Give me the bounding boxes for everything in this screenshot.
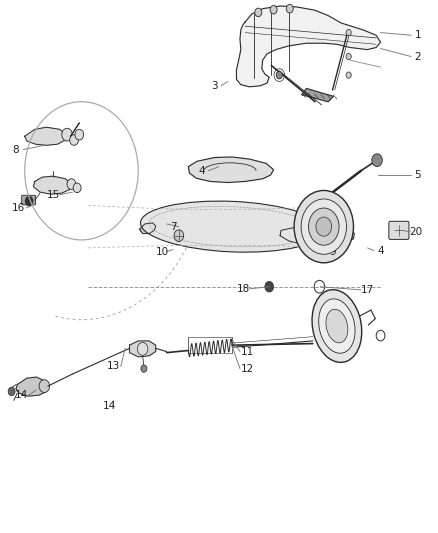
Text: 15: 15 <box>46 190 60 200</box>
Circle shape <box>25 196 33 206</box>
Polygon shape <box>16 377 48 396</box>
Circle shape <box>308 208 339 245</box>
Ellipse shape <box>319 299 355 353</box>
Text: 12: 12 <box>241 364 254 374</box>
Ellipse shape <box>312 289 362 362</box>
Circle shape <box>255 8 262 17</box>
Circle shape <box>73 183 81 192</box>
Text: 20: 20 <box>409 227 422 237</box>
Polygon shape <box>33 176 71 194</box>
Text: 2: 2 <box>414 52 421 61</box>
Text: 16: 16 <box>11 203 25 213</box>
FancyBboxPatch shape <box>389 221 409 239</box>
Text: 14: 14 <box>102 401 116 411</box>
Text: 18: 18 <box>237 284 250 294</box>
Circle shape <box>39 379 49 392</box>
Text: 9: 9 <box>329 247 336 256</box>
Circle shape <box>276 71 283 79</box>
Circle shape <box>62 128 72 141</box>
Polygon shape <box>140 223 155 233</box>
Text: 4: 4 <box>198 166 205 176</box>
Polygon shape <box>130 341 155 357</box>
Circle shape <box>75 130 84 140</box>
Circle shape <box>346 72 351 78</box>
Circle shape <box>8 387 15 395</box>
Circle shape <box>70 135 78 146</box>
Text: 11: 11 <box>241 346 254 357</box>
Text: 17: 17 <box>361 285 374 295</box>
Circle shape <box>301 199 346 254</box>
Polygon shape <box>188 157 274 182</box>
Text: 7: 7 <box>170 222 177 232</box>
Circle shape <box>372 154 382 166</box>
Text: 4: 4 <box>377 246 384 255</box>
Circle shape <box>286 4 293 13</box>
Text: 3: 3 <box>211 81 218 91</box>
Polygon shape <box>237 6 381 87</box>
Circle shape <box>294 190 353 263</box>
Circle shape <box>141 365 147 372</box>
Text: 1: 1 <box>414 30 421 41</box>
Circle shape <box>270 5 277 14</box>
Ellipse shape <box>326 309 348 343</box>
Circle shape <box>138 343 148 356</box>
Circle shape <box>174 230 184 241</box>
Circle shape <box>265 281 274 292</box>
Circle shape <box>346 53 351 60</box>
Text: 8: 8 <box>13 144 19 155</box>
Text: 14: 14 <box>15 390 28 400</box>
Ellipse shape <box>141 201 324 252</box>
Circle shape <box>316 217 332 236</box>
Text: 10: 10 <box>155 247 169 256</box>
Circle shape <box>346 29 351 36</box>
Text: 13: 13 <box>107 361 120 372</box>
FancyBboxPatch shape <box>308 223 318 239</box>
Polygon shape <box>280 224 354 246</box>
Circle shape <box>67 179 76 189</box>
FancyBboxPatch shape <box>21 195 35 205</box>
Text: 5: 5 <box>414 170 421 180</box>
Polygon shape <box>302 88 333 102</box>
Polygon shape <box>25 127 66 146</box>
